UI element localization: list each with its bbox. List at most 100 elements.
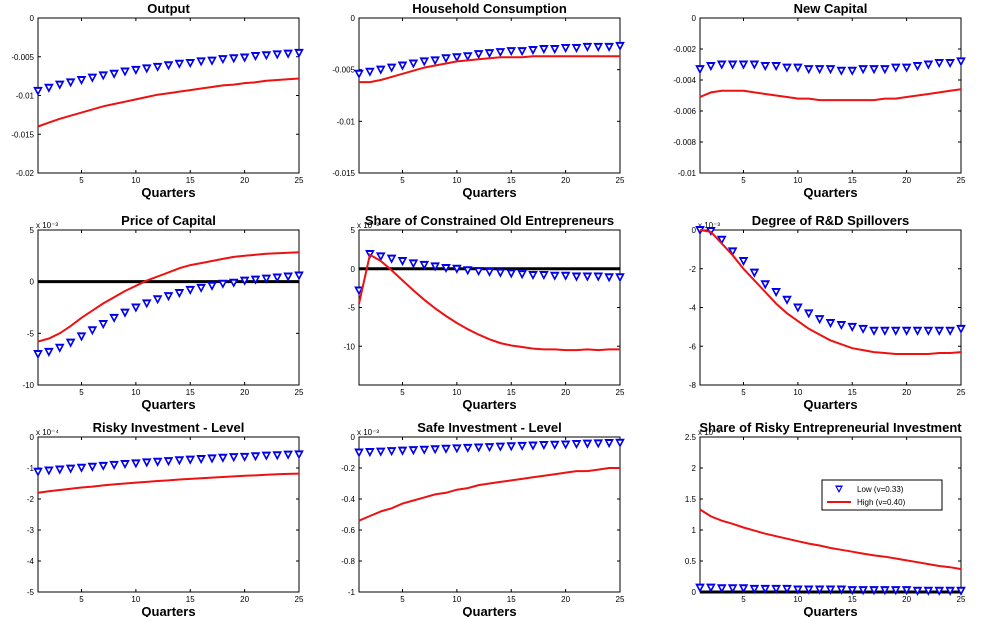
marker-center	[763, 586, 768, 591]
marker-center	[959, 588, 963, 593]
marker-center	[188, 457, 193, 462]
marker-center	[476, 445, 481, 450]
marker-center	[112, 462, 117, 467]
y-tick-label: -5	[27, 329, 35, 338]
marker-center	[937, 60, 942, 65]
x-tick-label: 15	[848, 595, 857, 604]
marker-center	[199, 457, 204, 461]
legend-marker-center	[837, 487, 841, 491]
marker-center	[389, 449, 394, 453]
marker-center	[937, 328, 942, 333]
marker-center	[596, 274, 601, 278]
marker-center	[607, 275, 612, 279]
chart-panel: Household Consumption Quarters 5 10 15 20 25 -0…	[332, 1, 625, 200]
marker-center	[444, 56, 448, 60]
marker-center	[444, 265, 448, 270]
marker-center	[79, 78, 84, 82]
y-tick-label: -0.006	[673, 107, 696, 116]
y-tick-label: -0.015	[332, 169, 355, 178]
chart-panel: Output Quarters 5 10 15 20 25 -0.02 -0.015 -0.01 -…	[11, 1, 304, 200]
marker-center	[531, 272, 535, 277]
marker-center	[286, 274, 291, 278]
chart-panel: Risky Investment - Level Quarters 5 10 15 20 2…	[27, 420, 304, 617]
marker-center	[123, 461, 127, 466]
y-tick-label: -6	[689, 342, 697, 351]
y-tick-label: -0.01	[16, 92, 35, 101]
marker-center	[839, 68, 844, 73]
marker-center	[850, 68, 855, 73]
marker-center	[730, 586, 735, 590]
marker-center	[46, 468, 51, 472]
marker-center	[861, 67, 866, 71]
marker-center	[46, 85, 51, 90]
y-tick-label: -10	[343, 342, 355, 351]
marker-center	[275, 453, 280, 457]
marker-center	[520, 49, 525, 53]
marker-center	[389, 256, 394, 261]
y-tick-label: -4	[27, 557, 35, 566]
x-tick-label: 25	[616, 595, 625, 604]
marker-center	[763, 282, 768, 286]
marker-center	[948, 328, 953, 333]
marker-center	[531, 48, 535, 52]
marker-center	[509, 271, 514, 275]
marker-center	[220, 281, 225, 286]
marker-center	[607, 44, 612, 49]
marker-center	[297, 50, 301, 55]
y-tick-label: -0.015	[11, 130, 34, 139]
y-tick-label: -0.005	[332, 66, 355, 75]
marker-center	[133, 461, 138, 465]
marker-center	[357, 71, 361, 76]
x-axis-label: Quarters	[462, 185, 516, 200]
y-tick-label: -0.004	[673, 76, 696, 85]
marker-center	[785, 65, 789, 70]
marker-center	[133, 67, 138, 72]
x-tick-label: 25	[295, 595, 304, 604]
x-tick-label: 25	[616, 176, 625, 185]
marker-center	[411, 261, 416, 265]
marker-center	[795, 65, 800, 70]
marker-center	[531, 443, 535, 448]
marker-center	[101, 463, 106, 468]
chart-panel: Safe Investment - Level Quarters 5 10 15 20 25…	[341, 420, 625, 617]
marker-center	[465, 445, 470, 450]
marker-center	[585, 441, 590, 446]
marker-center	[708, 64, 713, 68]
marker-center	[596, 44, 601, 49]
marker-center	[286, 51, 291, 56]
y-tick-label: -1	[27, 464, 35, 473]
marker-center	[719, 62, 724, 66]
marker-center	[400, 448, 405, 453]
plot-area	[358, 17, 621, 174]
series-high-line	[358, 253, 620, 352]
marker-center	[68, 466, 73, 471]
series-high-line	[699, 229, 962, 355]
marker-center	[607, 441, 612, 445]
marker-center	[959, 326, 963, 331]
marker-center	[904, 65, 909, 70]
marker-center	[861, 588, 866, 592]
marker-center	[730, 62, 735, 66]
marker-center	[574, 274, 579, 278]
y-tick-label: -3	[27, 526, 35, 535]
marker-center	[795, 305, 800, 309]
marker-center	[708, 585, 713, 590]
marker-center	[698, 228, 702, 232]
y-tick-label: 0	[692, 226, 697, 235]
marker-center	[893, 328, 898, 333]
marker-center	[959, 59, 963, 63]
marker-center	[79, 465, 84, 470]
marker-center	[948, 588, 953, 593]
y-tick-label: -2	[27, 495, 35, 504]
chart-panel: New Capital Quarters 5 10 15 20 25 -0.01 -0.008 -…	[673, 1, 966, 200]
marker-center	[422, 262, 427, 267]
marker-center	[101, 322, 106, 326]
y-tick-label: -2	[689, 265, 697, 274]
marker-center	[541, 272, 546, 277]
marker-center	[785, 586, 789, 591]
marker-center	[498, 50, 503, 54]
marker-center	[242, 454, 247, 459]
marker-center	[36, 88, 40, 93]
y-tick-label: -0.02	[16, 169, 35, 178]
x-tick-label: 20	[240, 176, 249, 185]
